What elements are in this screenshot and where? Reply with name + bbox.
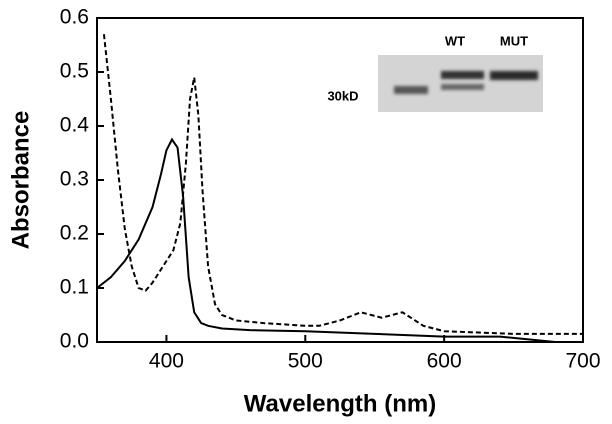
x-tick-label: 600 bbox=[427, 350, 462, 373]
lane-label: MUT bbox=[500, 33, 528, 48]
spectrum-line bbox=[96, 137, 583, 343]
gel-band bbox=[441, 84, 484, 90]
x-tick-label: 400 bbox=[149, 350, 184, 373]
y-tick-label: 0.0 bbox=[60, 330, 89, 353]
y-tick-label: 0.6 bbox=[60, 6, 89, 29]
gel-band bbox=[394, 86, 428, 94]
y-tick-label: 0.4 bbox=[60, 114, 90, 137]
y-tick-label: 0.3 bbox=[60, 168, 89, 191]
x-axis-title: Wavelength (nm) bbox=[244, 390, 436, 417]
gel-background bbox=[378, 55, 543, 112]
marker-label: 30kD bbox=[327, 88, 358, 103]
y-tick-label: 0.2 bbox=[60, 222, 89, 245]
y-tick-label: 0.1 bbox=[60, 276, 89, 299]
x-tick-label: 500 bbox=[288, 350, 323, 373]
y-axis-title: Absorbance bbox=[7, 111, 34, 250]
x-tick-label: 700 bbox=[565, 350, 600, 373]
spectrum-line bbox=[102, 34, 583, 335]
gel-band bbox=[490, 71, 538, 80]
gel-inset bbox=[378, 55, 543, 112]
gel-band bbox=[441, 71, 484, 79]
lane-label: WT bbox=[445, 33, 465, 48]
y-tick-label: 0.5 bbox=[60, 60, 89, 83]
